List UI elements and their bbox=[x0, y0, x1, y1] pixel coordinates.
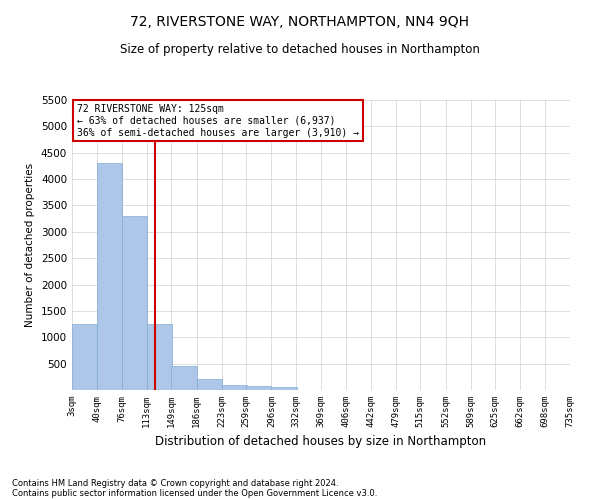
Bar bbox=[97, 164, 122, 390]
Text: 72, RIVERSTONE WAY, NORTHAMPTON, NN4 9QH: 72, RIVERSTONE WAY, NORTHAMPTON, NN4 9QH bbox=[131, 15, 470, 29]
Bar bbox=[72, 324, 97, 390]
Bar bbox=[172, 366, 197, 390]
Bar bbox=[246, 386, 271, 390]
Bar bbox=[147, 324, 172, 390]
Bar bbox=[197, 380, 221, 390]
Bar bbox=[271, 387, 296, 390]
Y-axis label: Number of detached properties: Number of detached properties bbox=[25, 163, 35, 327]
Text: Contains public sector information licensed under the Open Government Licence v3: Contains public sector information licen… bbox=[12, 488, 377, 498]
Bar bbox=[221, 384, 247, 390]
Bar bbox=[122, 216, 147, 390]
X-axis label: Distribution of detached houses by size in Northampton: Distribution of detached houses by size … bbox=[155, 436, 487, 448]
Text: Contains HM Land Registry data © Crown copyright and database right 2024.: Contains HM Land Registry data © Crown c… bbox=[12, 478, 338, 488]
Text: 72 RIVERSTONE WAY: 125sqm
← 63% of detached houses are smaller (6,937)
36% of se: 72 RIVERSTONE WAY: 125sqm ← 63% of detac… bbox=[77, 104, 359, 138]
Text: Size of property relative to detached houses in Northampton: Size of property relative to detached ho… bbox=[120, 42, 480, 56]
